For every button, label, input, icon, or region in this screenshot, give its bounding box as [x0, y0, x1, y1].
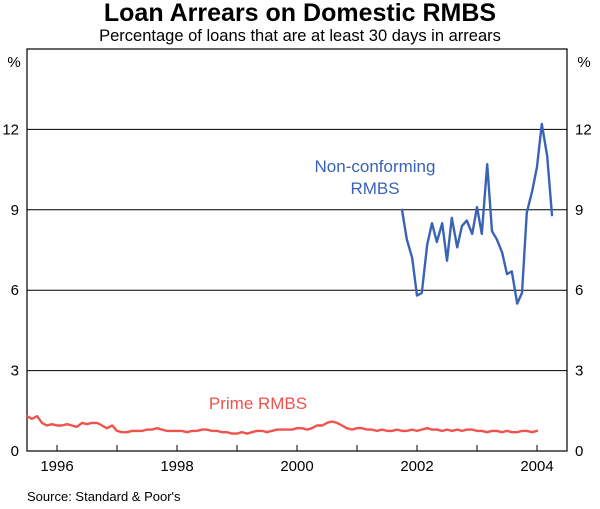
- source-note: Source: Standard & Poor's: [27, 489, 181, 504]
- chart-subtitle: Percentage of loans that are at least 30…: [99, 27, 501, 45]
- y-tick-label-right: 12: [575, 121, 592, 138]
- series-layer: [25, 122, 554, 435]
- series-line-prime-rmbs: [25, 415, 539, 435]
- series-line-non-conforming-rmbs: [400, 122, 554, 305]
- y-tick-label-left: 6: [11, 282, 19, 299]
- y-axis-unit-right: %: [577, 54, 590, 71]
- x-tick-label: 2002: [400, 458, 433, 475]
- y-tick-label-right: 9: [575, 202, 583, 219]
- y-tick-label-left: 3: [11, 363, 19, 380]
- y-tick-label-right: 3: [575, 363, 583, 380]
- y-tick-label-right: 0: [575, 443, 583, 460]
- gridlines: [27, 128, 567, 372]
- x-tick-label: 1998: [160, 458, 193, 475]
- y-axis-unit-left: %: [7, 54, 20, 71]
- y-tick-label-left: 12: [2, 121, 19, 138]
- x-tick-label: 1996: [40, 458, 73, 475]
- annotation-non-conforming-line2: RMBS: [350, 179, 399, 198]
- x-tick-label: 2004: [520, 458, 553, 475]
- annotation-prime: Prime RMBS: [209, 394, 307, 413]
- annotation-non-conforming-line1: Non-conforming: [315, 157, 436, 176]
- plot-frame: [26, 48, 568, 452]
- y-tick-label-right: 6: [575, 282, 583, 299]
- axes: 0 0 3 3 6 6 9 9 12 12 1996 1998 2000 2002 2004: [2, 121, 591, 475]
- y-tick-label-left: 9: [11, 202, 19, 219]
- y-tick-label-left: 0: [11, 443, 19, 460]
- x-tick-label: 2000: [280, 458, 313, 475]
- chart-title: Loan Arrears on Domestic RMBS: [103, 0, 497, 27]
